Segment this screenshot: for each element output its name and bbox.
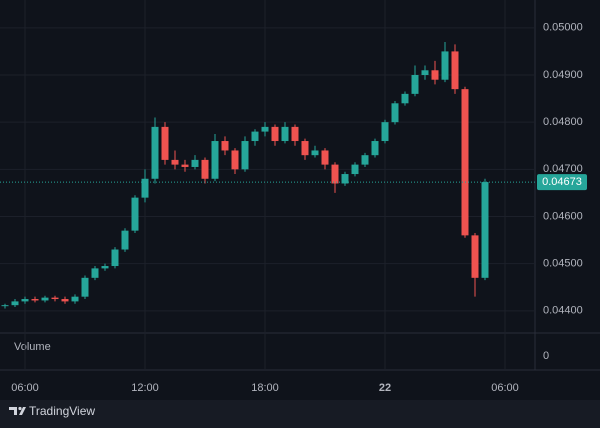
candle-body <box>311 150 319 156</box>
candle-body <box>361 155 369 165</box>
candle-body <box>281 126 289 142</box>
candle-body <box>221 141 229 151</box>
candle-body <box>31 299 39 301</box>
candle-body <box>241 141 249 170</box>
logo-dot <box>18 406 22 411</box>
candle-body <box>411 74 419 94</box>
candle-body <box>341 174 349 184</box>
y-tick-label: 0.04900 <box>543 69 583 81</box>
candle-body <box>191 159 199 167</box>
candle-body <box>91 268 99 278</box>
logo-icon <box>9 407 26 415</box>
candle-body <box>231 150 239 170</box>
x-tick-label: 12:00 <box>131 382 159 394</box>
candle-body <box>131 197 139 231</box>
volume-label: Volume <box>14 341 51 353</box>
candle-body <box>391 103 399 123</box>
y-tick-label: 0.04600 <box>543 210 583 222</box>
candle-body <box>291 126 299 142</box>
candle-body <box>141 178 149 198</box>
tradingview-logo <box>9 406 26 415</box>
candle-body <box>81 277 89 297</box>
candle-body <box>471 235 479 278</box>
y-tick-label: 0.05000 <box>543 22 583 34</box>
candle-body <box>261 126 269 132</box>
volume-tick-label: 0 <box>543 350 549 362</box>
x-tick-label: 06:00 <box>491 382 519 394</box>
candle-body <box>111 249 119 267</box>
y-tick-label: 0.04700 <box>543 163 583 175</box>
candle-body <box>161 126 169 160</box>
last-price-box <box>537 174 587 191</box>
candle-body <box>21 299 29 302</box>
candle-body <box>371 141 379 156</box>
candle-body <box>1 305 9 307</box>
footer-brand: TradingView <box>29 404 95 418</box>
last-price-label: 0.04673 <box>542 176 582 188</box>
candle-body <box>71 296 79 302</box>
candle-body <box>61 299 69 302</box>
candle-body <box>121 230 129 250</box>
candle-body <box>321 150 329 165</box>
candle-body <box>41 297 49 301</box>
candle-body <box>351 164 359 175</box>
candle-body <box>441 51 449 80</box>
candle-body <box>451 51 459 90</box>
candle-body <box>401 93 409 104</box>
footer-bar <box>0 400 600 428</box>
candle-body <box>181 164 189 167</box>
candle-body <box>251 131 259 142</box>
candle-body <box>171 159 179 165</box>
candle-body <box>301 141 309 156</box>
candle-body <box>151 126 159 179</box>
candle-body <box>211 141 219 179</box>
candle-body <box>271 126 279 142</box>
candle-body <box>331 164 339 184</box>
candle-body <box>51 297 59 300</box>
y-tick-label: 0.04800 <box>543 116 583 128</box>
chart-background <box>0 0 600 400</box>
x-tick-label: 18:00 <box>251 382 279 394</box>
candle-body <box>201 159 209 179</box>
x-tick-label: 06:00 <box>11 382 39 394</box>
candle-body <box>431 70 439 80</box>
candle-body <box>11 301 19 306</box>
candle-body <box>461 89 469 236</box>
grid <box>0 0 535 370</box>
candle-body <box>381 122 389 142</box>
candle-body <box>101 266 109 269</box>
y-tick-label: 0.04500 <box>543 258 583 270</box>
candle-body <box>481 182 489 278</box>
candle-body <box>421 70 429 75</box>
y-tick-label: 0.04400 <box>543 305 583 317</box>
x-tick-label: 22 <box>379 382 391 394</box>
